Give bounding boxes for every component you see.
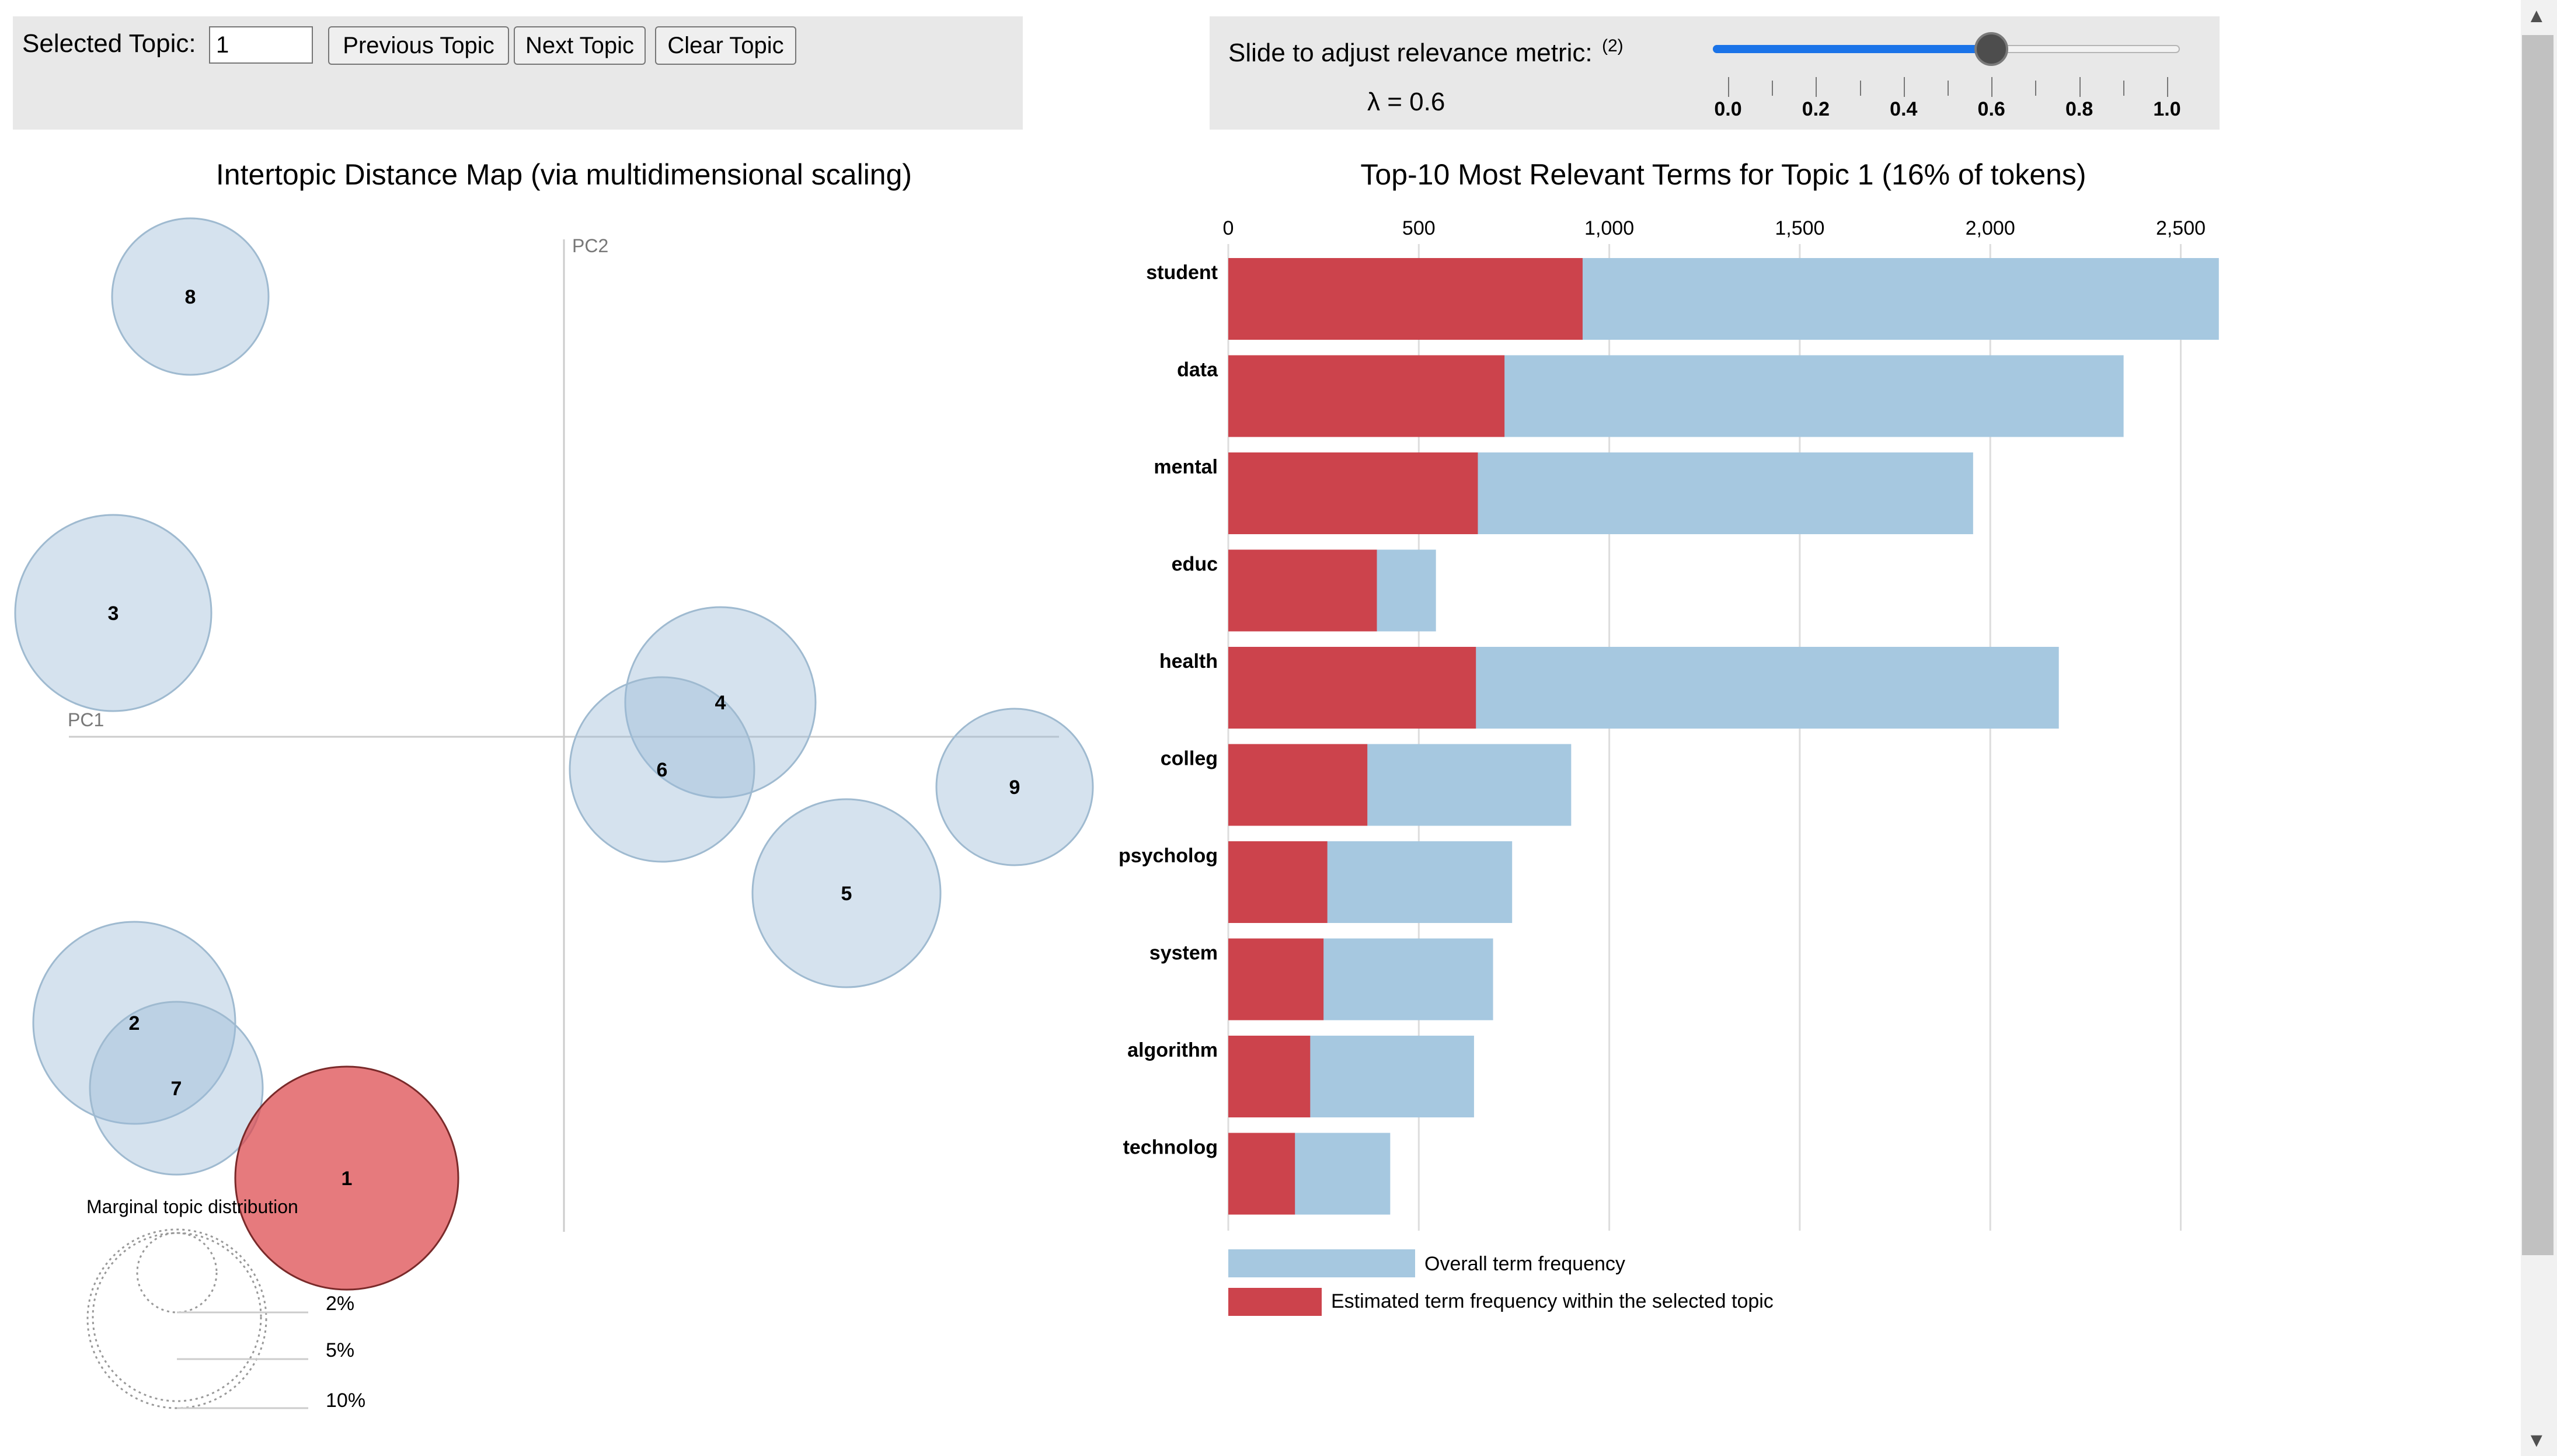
bar-topic-psycholog[interactable] — [1228, 841, 1328, 923]
x-tick-label: 1,500 — [1775, 217, 1824, 239]
bar-topic-data[interactable] — [1228, 355, 1505, 437]
term-label[interactable]: colleg — [1161, 748, 1218, 770]
term-label[interactable]: student — [1146, 262, 1218, 284]
relevance-slider-fill — [1713, 45, 1992, 53]
slider-tick-label: 0.0 — [1714, 98, 1742, 120]
selected-topic-input[interactable] — [209, 26, 313, 64]
topic-bubble-5[interactable] — [751, 798, 942, 988]
slider-tick — [1772, 81, 1774, 96]
x-tick-label: 2,500 — [2156, 217, 2206, 239]
slider-tick — [2079, 77, 2081, 97]
slider-tick-label: 0.8 — [2065, 98, 2093, 120]
relevant-terms-bar-chart: 0 500 1,000 1,500 2,000 2,500 student data ment… — [1119, 217, 2219, 1316]
term-label[interactable]: psycholog — [1119, 845, 1218, 867]
relevance-slider-thumb[interactable] — [1974, 32, 2009, 66]
topic-bubble-label: 5 — [841, 883, 852, 905]
bar-topic-system[interactable] — [1228, 938, 1324, 1020]
term-label[interactable]: system — [1149, 942, 1218, 964]
bar-topic-mental[interactable] — [1228, 452, 1478, 534]
slider-tick — [1859, 81, 1861, 96]
term-label[interactable]: data — [1177, 359, 1218, 381]
bar-topic-educ[interactable] — [1228, 549, 1377, 632]
selected-topic-label: Selected Topic: — [22, 29, 196, 58]
slider-tick — [2035, 81, 2037, 96]
marginal-legend-title: Marginal topic distribution — [86, 1196, 298, 1217]
slider-tick — [2123, 81, 2124, 96]
bar-chart-title: Top-10 Most Relevant Terms for Topic 1 (… — [1360, 158, 2086, 191]
intertopic-map-title: Intertopic Distance Map (via multidimens… — [215, 158, 912, 191]
topic-bubble-4[interactable] — [624, 606, 817, 799]
term-label[interactable]: algorithm — [1127, 1039, 1218, 1061]
bar-topic-technolog[interactable] — [1228, 1133, 1295, 1215]
intertopic-distance-map: PC2 PC1 8 3 4 6 9 5 2 7 1 Marginal topic distrib… — [14, 217, 1094, 1412]
lambda-value-text: λ = 0.6 — [1367, 88, 1445, 116]
topic-bubble-8[interactable] — [111, 217, 270, 376]
bar-topic-colleg[interactable] — [1228, 744, 1368, 826]
x-tick-label: 500 — [1402, 217, 1436, 239]
legend-swatch-overall — [1228, 1249, 1415, 1277]
topic-bubble-3[interactable] — [14, 514, 212, 712]
topic-bubble-label: 4 — [715, 692, 726, 714]
slider-tick — [1948, 81, 1949, 96]
x-tick-label: 2,000 — [1966, 217, 2015, 239]
legend-2pct: 2% — [326, 1293, 354, 1315]
pc1-label: PC1 — [68, 709, 104, 730]
legend-5pct: 5% — [326, 1339, 354, 1361]
slider-tick-label: 0.6 — [1977, 98, 2005, 120]
term-label[interactable]: health — [1159, 650, 1218, 673]
topic-bubble-7[interactable] — [89, 1001, 264, 1176]
legend-10pct: 10% — [326, 1389, 365, 1412]
bar-topic-student[interactable] — [1228, 258, 1583, 340]
topic-bubble-2[interactable] — [32, 921, 236, 1125]
slider-tick-label: 0.4 — [1890, 98, 1918, 120]
topic-bubble-label: 6 — [657, 759, 668, 781]
topic-bubble-label: 8 — [185, 286, 196, 308]
slider-tick-label: 0.2 — [1802, 98, 1830, 120]
legend-topic-label: Estimated term frequency within the sele… — [1331, 1290, 1774, 1312]
slider-tick — [2167, 77, 2168, 97]
topic-bubble-label: 7 — [171, 1078, 182, 1100]
topic-bubble-9[interactable] — [935, 708, 1094, 866]
topic-bubble-label: 3 — [108, 602, 119, 625]
term-label[interactable]: technolog — [1123, 1137, 1218, 1159]
next-topic-button[interactable]: Next Topic — [514, 26, 646, 65]
relevance-control-panel — [1210, 16, 2220, 130]
slider-tick-label: 1.0 — [2153, 98, 2181, 120]
slider-tick — [1816, 77, 1817, 97]
clear-topic-button[interactable]: Clear Topic — [655, 26, 796, 65]
topic-bubble-1[interactable] — [234, 1065, 459, 1291]
legend-swatch-topic — [1228, 1288, 1322, 1316]
pc2-label: PC2 — [572, 235, 608, 256]
slider-label: Slide to adjust relevance metric: — [1228, 39, 1593, 67]
topic-bubble-label: 1 — [342, 1168, 353, 1190]
scroll-down-arrow[interactable]: ▼ — [2527, 1429, 2546, 1451]
slider-tick — [1991, 77, 1993, 97]
marginal-legend — [86, 1228, 308, 1409]
bar-topic-health[interactable] — [1228, 647, 1476, 729]
term-label[interactable]: mental — [1154, 456, 1218, 478]
term-label[interactable]: educ — [1172, 553, 1218, 576]
x-tick-label: 1,000 — [1584, 217, 1634, 239]
scrollbar-thumb[interactable] — [2522, 35, 2553, 1255]
previous-topic-button[interactable]: Previous Topic — [328, 26, 509, 65]
slider-tick — [1903, 77, 1905, 97]
topic-bubble-label: 9 — [1009, 776, 1020, 799]
legend-overall-label: Overall term frequency — [1424, 1253, 1625, 1275]
bar-topic-algorithm[interactable] — [1228, 1036, 1311, 1117]
slider-footnote: (2) — [1602, 36, 1624, 55]
topic-bubble-6[interactable] — [569, 676, 755, 863]
x-tick-label: 0 — [1223, 217, 1234, 239]
bar-legend: Overall term frequency Estimated term fr… — [1228, 1249, 1774, 1316]
topic-bubble-label: 2 — [129, 1012, 140, 1034]
slider-tick — [1728, 77, 1729, 97]
scroll-up-arrow[interactable]: ▲ — [2527, 5, 2546, 27]
